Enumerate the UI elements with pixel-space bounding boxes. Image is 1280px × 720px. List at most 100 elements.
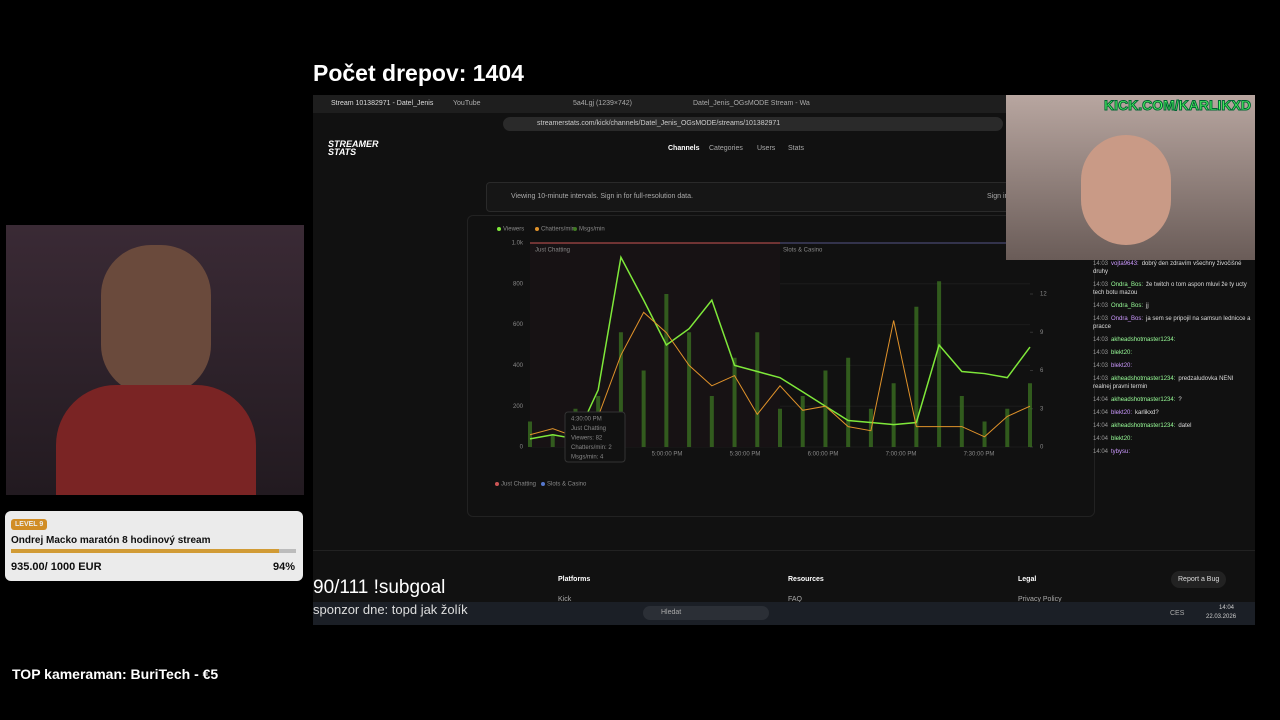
footer-link[interactable]: Kick [558, 596, 572, 603]
report-button[interactable]: Report a Bug [1171, 571, 1227, 588]
x-tick-label: 5:00:00 PM [652, 452, 683, 458]
goal-bar [11, 549, 279, 553]
chat-message: 14:04 akheadshotmaster1234: datel [1093, 422, 1253, 430]
chat-user: akheadshotmaster1234: [1111, 423, 1176, 429]
chat-text: dobrý den zdravím všechny živočišné druh… [1093, 261, 1242, 275]
chat-time: 14:03 [1093, 261, 1109, 267]
tab[interactable]: 5a4Lgj (1239×742) [573, 100, 632, 107]
nav-item[interactable]: Users [757, 145, 776, 152]
webcam-2: KICK.COM/KARLIKXD [1006, 95, 1255, 260]
chat-text: jj [1146, 303, 1149, 309]
tab[interactable]: Datel_Jenis_OGsMODE Stream - Wa [693, 100, 810, 107]
y-tick-label: 800 [513, 281, 524, 287]
nav-item[interactable]: Channels [668, 145, 700, 152]
chat-user: akheadshotmaster1234: [1111, 376, 1176, 382]
chat-message: 14:03 Ondra_Bos: že twitch o tom aspon mlu… [1093, 281, 1253, 297]
nav-item[interactable]: Stats [788, 145, 804, 152]
tooltip-text: 4:30:00 PM [571, 417, 602, 423]
stream-chart: Viewers Chatters/min Msgs/min 0 200 400 600 800… [495, 227, 1047, 488]
chat-time: 14:04 [1093, 410, 1109, 416]
chat-user: vojta9643: [1111, 261, 1139, 267]
legend-dot [573, 227, 577, 231]
bar [937, 281, 942, 447]
tooltip-text: Msgs/min: 4 [571, 455, 604, 461]
legend-label: Just Chatting [501, 482, 536, 488]
x-tick-label: 5:30:00 PM [730, 452, 761, 458]
sign-in[interactable]: Sign in [987, 193, 1009, 200]
goal-percent: 94% [272, 561, 295, 573]
chat-time: 14:03 [1093, 303, 1109, 309]
line [529, 311, 1031, 438]
y-tick-label: 0 [520, 445, 524, 451]
y2-tick-label: 0 [1040, 445, 1044, 451]
chat-time: 14:03 [1093, 282, 1109, 288]
chat-message: 14:04 blekt20: [1093, 435, 1253, 443]
top-camera: TOP kameraman: BuriTech - €5 [12, 666, 219, 682]
tab[interactable]: YouTube [453, 100, 481, 107]
chart-card [467, 215, 1095, 517]
lang: CES [1170, 610, 1185, 617]
footer-heading: Resources [788, 576, 824, 583]
date: 22.03.2026 [1206, 614, 1237, 620]
chat-user: blekt20: [1111, 363, 1133, 369]
goal-title: Ondrej Macko maratón 8 hodinový stream [11, 535, 211, 546]
chat-message: 14:03 Ondra_Bos: jj [1093, 302, 1253, 310]
y2-tick-label: 9 [1040, 330, 1044, 336]
chat-message: 14:03 blekt20: [1093, 362, 1253, 370]
bar [800, 396, 805, 447]
bar [982, 421, 987, 447]
chat-message: 14:04 tybysu: [1093, 448, 1253, 456]
y-tick-label: 200 [513, 404, 524, 410]
goal-target: / 1000 EUR [44, 561, 102, 573]
y-tick-label: 600 [513, 322, 524, 328]
bar [846, 357, 851, 447]
address-bar[interactable]: streamerstats.com/kick/channels/Datel_Je… [503, 117, 1003, 131]
notice-text: Viewing 10-minute intervals. Sign in for… [511, 193, 693, 200]
chat-text: že twitch o tom aspon mluvi že ty ucty t… [1093, 282, 1247, 296]
chat: 14:03 vojta9643: dobrý den zdravím všechny… [1093, 260, 1253, 520]
notice: Viewing 10-minute intervals. Sign in for… [486, 182, 1088, 212]
chat-time: 14:04 [1093, 423, 1109, 429]
legend-label: Msgs/min [579, 227, 605, 233]
chat-text: datel [1178, 423, 1192, 429]
bar [664, 294, 669, 447]
legend-label: Chatters/min [541, 227, 575, 233]
footer-link[interactable]: Privacy Policy [1018, 596, 1062, 603]
sponsor: sponzor dne: topd jak žolík [313, 602, 468, 617]
bar [823, 370, 828, 447]
chat-time: 14:04 [1093, 449, 1109, 455]
legend-dot [495, 482, 499, 486]
tab[interactable]: Stream 101382971 - Datel_Jenis [331, 100, 434, 107]
segment-label: Just Chatting [535, 248, 570, 254]
chat-message: 14:03 vojta9643: dobrý den zdravím všechny… [1093, 260, 1253, 276]
nav-item[interactable]: Categories [709, 145, 743, 152]
footer-heading: Platforms [558, 576, 591, 583]
bar [618, 332, 623, 447]
search[interactable]: Hledat [643, 606, 769, 620]
chat-text: karlikxd? [1135, 410, 1159, 416]
chat-message: 14:03 akheadshotmaster1234: predzaludovka … [1093, 375, 1253, 391]
taskbar: Hledat CES 14:04 22.03.2026 [313, 602, 1255, 625]
chat-user: blekt20: [1111, 436, 1133, 442]
webcam [6, 225, 304, 495]
x-tick-label: 7:00:00 PM [886, 452, 917, 458]
tooltip-text: Viewers: 82 [571, 436, 603, 442]
clock: 14:04 [1219, 605, 1235, 611]
bar [914, 306, 919, 447]
chat-message: 14:03 Ondra_Bos: ja sem se pripojil na sam… [1093, 315, 1253, 331]
url: streamerstats.com/kick/channels/Datel_Je… [537, 120, 781, 127]
y2-tick-label: 6 [1040, 368, 1044, 374]
legend-dot [541, 482, 545, 486]
bar [709, 396, 714, 447]
bar [550, 434, 555, 447]
webcam-caption: KICK.COM/KARLIKXD [1104, 97, 1252, 114]
tooltip-text: Just Chatting [571, 426, 606, 432]
logo: STREAMER STATS [328, 139, 379, 157]
footer-link[interactable]: FAQ [788, 596, 803, 603]
chat-user: tybysu: [1111, 449, 1131, 455]
chat-user: blekt20: [1111, 350, 1133, 356]
chat-time: 14:03 [1093, 363, 1109, 369]
segment-label: Slots & Casino [783, 248, 823, 254]
bar [732, 357, 737, 447]
line [529, 254, 1031, 440]
